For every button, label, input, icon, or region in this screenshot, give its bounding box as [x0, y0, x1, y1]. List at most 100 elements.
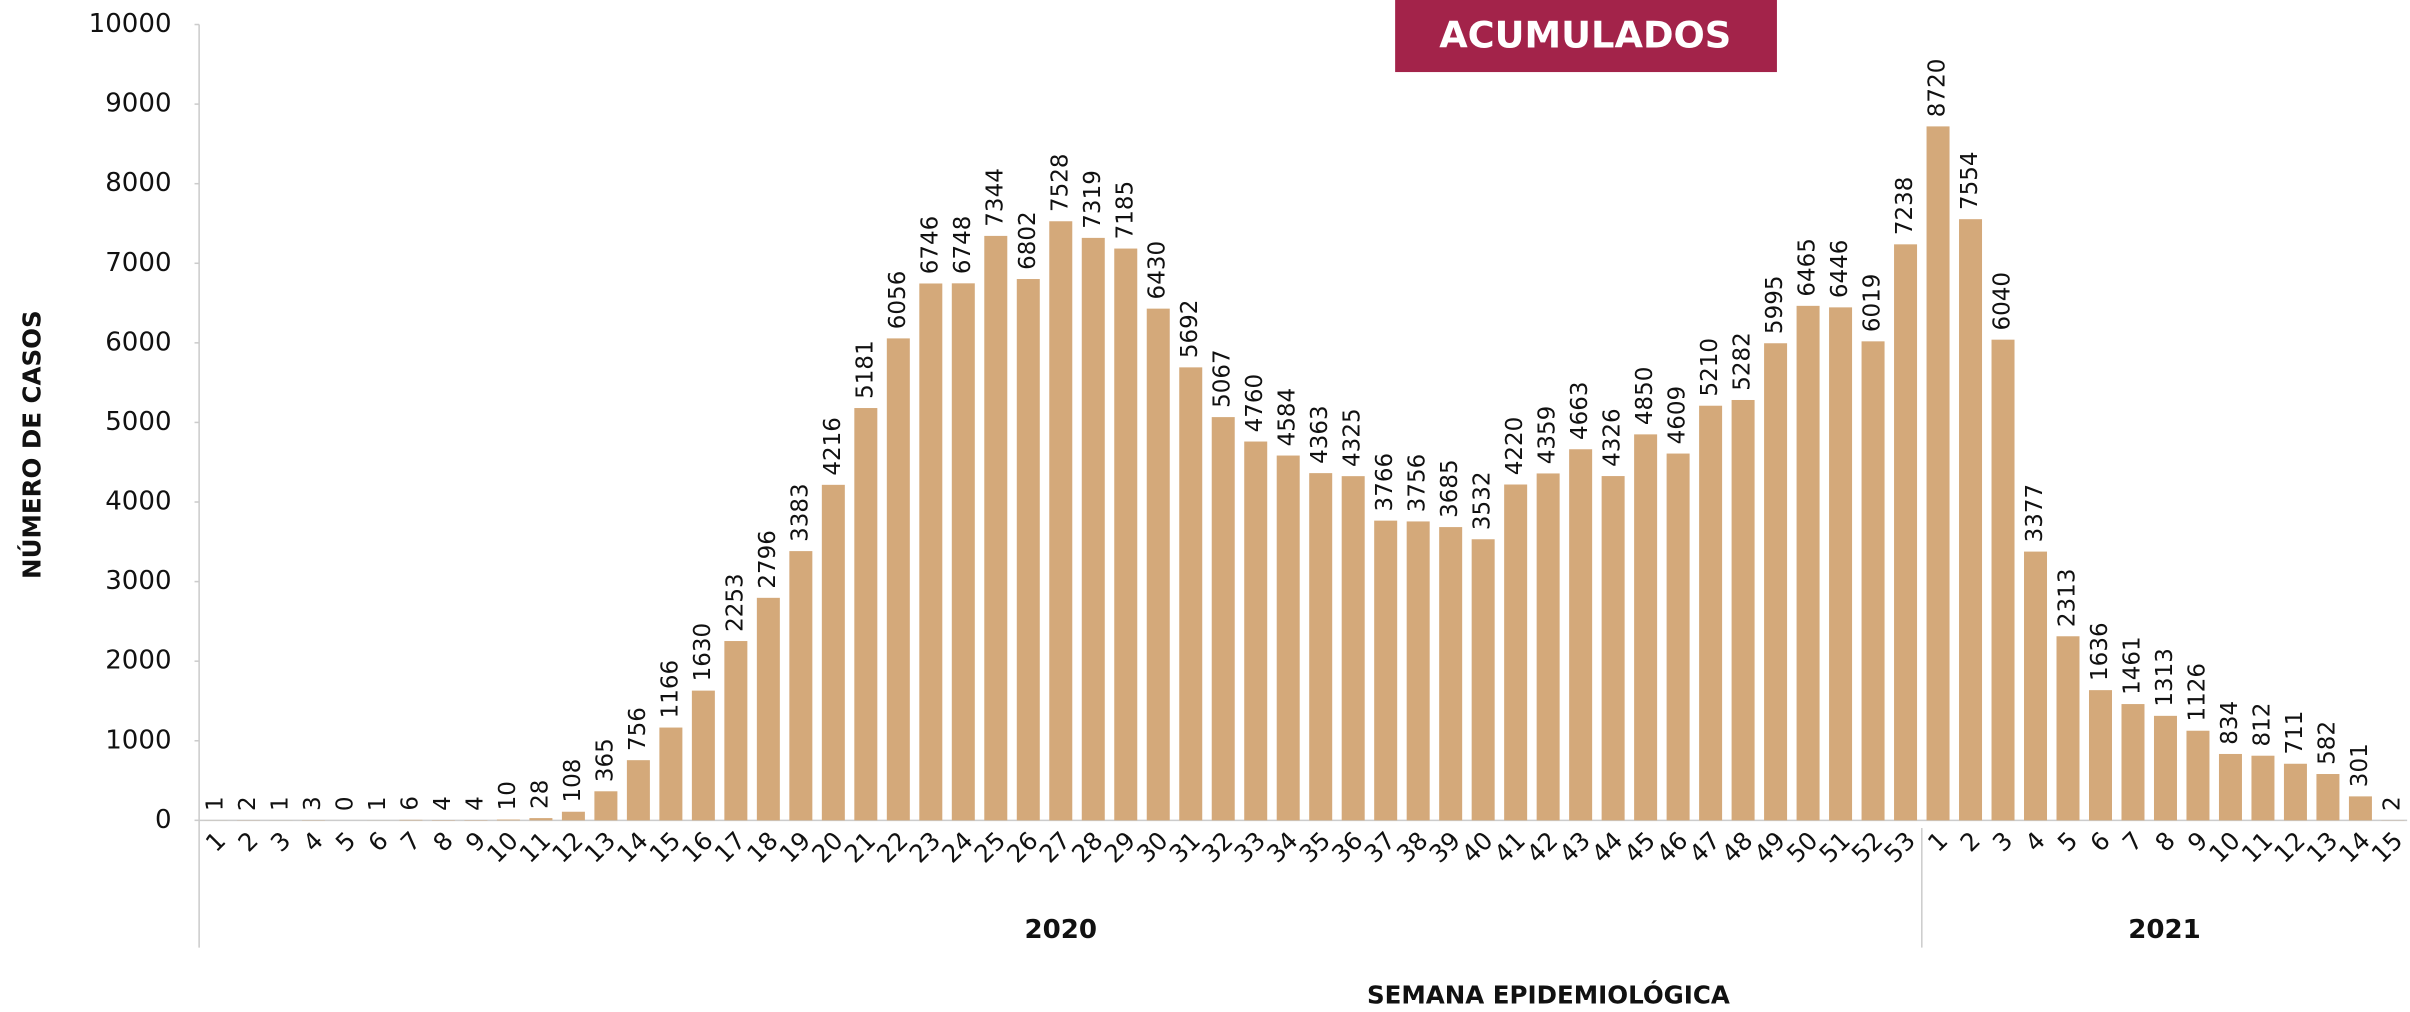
value-label: 1: [203, 796, 229, 811]
value-label: 2796: [755, 530, 781, 589]
bar: [1309, 473, 1333, 821]
chart-title: ACUMULADOS: [1439, 13, 1731, 56]
bar: [724, 641, 748, 821]
bar: [1601, 476, 1625, 821]
value-label: 5181: [852, 340, 878, 399]
bar: [1959, 219, 1983, 821]
value-label: 10: [495, 781, 521, 810]
bar: [496, 819, 520, 821]
value-label: 3383: [787, 483, 813, 542]
value-label: 7319: [1080, 170, 1106, 229]
value-label: 5692: [1177, 300, 1203, 359]
value-label: 5282: [1730, 332, 1756, 391]
value-label: 365: [592, 738, 618, 782]
value-label: 3766: [1372, 453, 1398, 512]
x-tick-label: 2: [1954, 826, 1986, 858]
value-label: 4663: [1567, 382, 1593, 441]
value-label: 8720: [1925, 59, 1951, 118]
bar: [1699, 405, 1723, 821]
bar: [1439, 527, 1463, 821]
bar: [2121, 704, 2145, 821]
value-label: 4584: [1275, 388, 1301, 447]
value-label: 5067: [1210, 349, 1236, 408]
bar: [1829, 307, 1853, 821]
value-label: 6430: [1145, 241, 1171, 300]
bar: [1406, 521, 1430, 821]
y-tick-label: 7000: [105, 248, 171, 278]
group-label: 2020: [1025, 915, 1098, 945]
value-label: 4: [430, 796, 456, 811]
x-tick-label: 6: [362, 826, 394, 858]
bar: [951, 283, 975, 821]
value-label: 4363: [1307, 405, 1333, 464]
y-tick-label: 3000: [105, 566, 171, 596]
bar: [2348, 796, 2372, 821]
bar: [789, 551, 813, 821]
value-label: 2253: [722, 573, 748, 632]
x-tick-label: 2: [232, 826, 264, 858]
bar: [594, 791, 618, 821]
value-label: 6802: [1015, 211, 1041, 270]
value-label: 1: [365, 796, 391, 811]
value-label: 1313: [2152, 648, 2178, 707]
value-label: 4216: [820, 417, 846, 476]
x-tick-label: 8: [2149, 826, 2181, 858]
bar: [1276, 455, 1300, 821]
x-tick-label: 5: [330, 826, 362, 858]
value-label: 812: [2249, 703, 2275, 747]
value-label: 7185: [1112, 181, 1138, 240]
bar: [2056, 636, 2080, 821]
x-tick-label: 53: [1878, 826, 1921, 869]
value-label: 4359: [1535, 406, 1561, 465]
x-tick-label: 15: [2366, 826, 2409, 869]
value-label: 1126: [2184, 663, 2210, 722]
value-label: 4609: [1665, 386, 1691, 445]
value-label: 5995: [1762, 276, 1788, 335]
bar: [2186, 730, 2210, 821]
value-label: 6746: [917, 216, 943, 275]
value-label: 6040: [1990, 272, 2016, 331]
y-tick-label: 2000: [105, 646, 171, 676]
bar: [1504, 484, 1528, 821]
x-tick-label: 3: [1987, 826, 2019, 858]
value-label: 6465: [1795, 238, 1821, 297]
x-tick-label: 4: [2019, 826, 2051, 858]
value-label: 6: [397, 796, 423, 811]
bar: [2088, 690, 2112, 821]
bar: [1796, 305, 1820, 821]
value-label: 7344: [982, 168, 1008, 227]
value-label: 5210: [1697, 338, 1723, 397]
bar: [1764, 343, 1788, 821]
value-label: 4220: [1502, 417, 1528, 476]
bar: [919, 283, 943, 821]
bar: [821, 484, 845, 821]
group-label: 2021: [2128, 915, 2201, 945]
bar: [1991, 339, 2015, 821]
bar: [2218, 753, 2242, 821]
y-tick-label: 0: [155, 805, 172, 835]
bar: [984, 235, 1008, 821]
value-label: 1166: [657, 660, 683, 719]
y-tick-label: 5000: [105, 407, 171, 437]
x-tick-label: 1: [1922, 826, 1954, 858]
bar: [1341, 476, 1365, 821]
bar: [659, 727, 683, 821]
bar: [1179, 367, 1203, 821]
bar: [1666, 453, 1690, 821]
bar: [1244, 441, 1268, 821]
bar: [1081, 237, 1105, 821]
value-label: 1630: [690, 623, 716, 682]
bar: [1049, 221, 1073, 821]
value-label: 6056: [885, 271, 911, 330]
x-tick-label: 4: [297, 826, 329, 858]
bar: [2024, 551, 2048, 821]
bar: [2316, 774, 2340, 821]
y-axis-label: NÚMERO DE CASOS: [17, 310, 47, 579]
x-tick-label: 7: [395, 826, 427, 858]
bar: [529, 818, 553, 821]
value-label: 4326: [1600, 408, 1626, 467]
bar: [1016, 279, 1040, 821]
value-label: 7238: [1892, 177, 1918, 236]
bar: [2153, 715, 2177, 821]
